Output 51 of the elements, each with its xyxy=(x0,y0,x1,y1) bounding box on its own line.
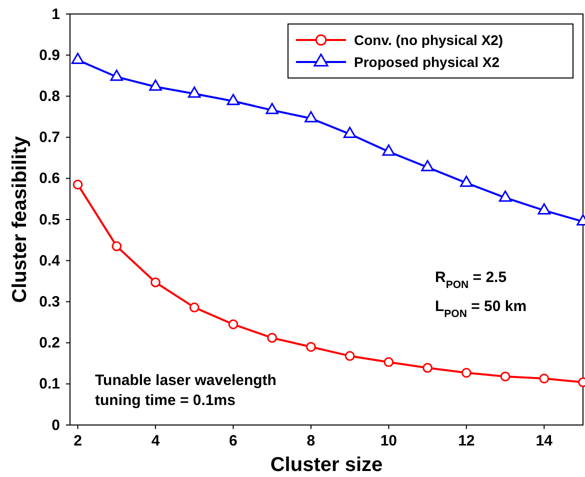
x-tick-label: 8 xyxy=(306,432,316,450)
point xyxy=(266,102,278,114)
point xyxy=(343,126,356,138)
legend-label: Conv. (no physical X2) xyxy=(354,32,504,48)
x-tick-label: 14 xyxy=(536,432,554,450)
point xyxy=(460,176,473,187)
point xyxy=(422,362,432,373)
x-tick-label: 2 xyxy=(74,432,82,450)
y-axis-title: Cluster feasibility xyxy=(9,135,31,303)
y-tick-label: 0.1 xyxy=(39,376,60,393)
point xyxy=(304,111,318,122)
point xyxy=(384,357,394,368)
point xyxy=(149,79,162,91)
point xyxy=(110,70,124,81)
y-tick-label: 0.4 xyxy=(39,252,61,270)
x-tick-label: 10 xyxy=(380,432,398,450)
x-tick-label: 4 xyxy=(151,432,160,450)
y-tick-label: 1 xyxy=(52,6,60,23)
y-tick-label: 0.8 xyxy=(39,88,60,105)
y-tick-label: 0.7 xyxy=(39,129,60,146)
y-tick-label: 0.9 xyxy=(39,46,60,64)
x-tick-label: 12 xyxy=(458,432,475,450)
point xyxy=(500,372,510,382)
y-tick-label: 0.5 xyxy=(39,211,60,228)
point xyxy=(267,332,278,343)
y-tick-label: 0.6 xyxy=(39,170,60,188)
y-tick-label: 0 xyxy=(52,416,60,434)
point xyxy=(188,86,201,98)
point xyxy=(461,368,472,378)
point xyxy=(344,351,355,361)
x-axis-title: Cluster size xyxy=(270,454,383,476)
legend-label: Proposed physical X2 xyxy=(354,54,500,70)
point xyxy=(306,342,316,352)
point xyxy=(150,277,160,288)
x-tick-label: 6 xyxy=(229,432,238,450)
point xyxy=(538,203,551,214)
point xyxy=(421,160,434,172)
point xyxy=(228,319,238,330)
point xyxy=(189,302,200,312)
point xyxy=(498,190,512,202)
y-tick-label: 0.3 xyxy=(39,294,60,310)
point xyxy=(226,94,240,106)
point xyxy=(382,144,396,156)
point xyxy=(112,241,122,252)
annotation: L$_{PON}$ = 50 km xyxy=(435,298,527,320)
annotation: Tunable laser wavelength tuning time = 0.1ms xyxy=(95,372,276,409)
point xyxy=(539,374,550,384)
annotation: R$_{PON}$ = 2.5 xyxy=(435,269,507,291)
y-tick-label: 0.2 xyxy=(39,334,60,352)
point xyxy=(71,52,84,64)
point xyxy=(72,180,83,190)
